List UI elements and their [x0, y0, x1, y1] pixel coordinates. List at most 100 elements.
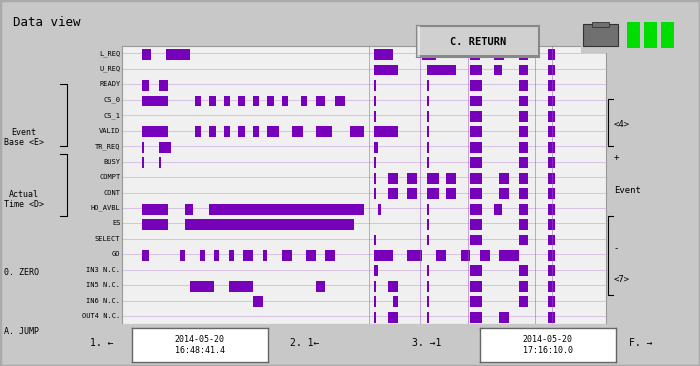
- Bar: [374, 96, 376, 107]
- Bar: [199, 250, 204, 261]
- Text: IN6 N.C.: IN6 N.C.: [86, 298, 120, 304]
- Bar: [267, 96, 274, 107]
- Bar: [349, 126, 364, 137]
- Bar: [427, 142, 429, 153]
- Bar: [142, 126, 169, 137]
- Bar: [662, 22, 674, 48]
- Bar: [239, 126, 245, 137]
- Text: COMPT: COMPT: [99, 174, 120, 180]
- Bar: [470, 296, 482, 307]
- Bar: [547, 204, 555, 214]
- Bar: [519, 96, 528, 107]
- Bar: [547, 265, 555, 276]
- Bar: [547, 65, 555, 75]
- Text: Actual
Time <D>: Actual Time <D>: [4, 190, 43, 209]
- Bar: [470, 96, 482, 107]
- Bar: [209, 204, 364, 214]
- Bar: [407, 173, 417, 184]
- Bar: [519, 65, 528, 75]
- Bar: [142, 142, 144, 153]
- Bar: [427, 157, 429, 168]
- Bar: [374, 296, 376, 307]
- Bar: [427, 312, 429, 323]
- Bar: [547, 111, 555, 122]
- Bar: [190, 281, 214, 292]
- Text: CS_0: CS_0: [104, 97, 120, 103]
- Text: L_REQ: L_REQ: [99, 50, 120, 57]
- Bar: [209, 126, 216, 137]
- Bar: [519, 49, 528, 60]
- Bar: [427, 126, 429, 137]
- Bar: [374, 126, 398, 137]
- Bar: [335, 96, 344, 107]
- Bar: [326, 250, 335, 261]
- Bar: [427, 65, 456, 75]
- Bar: [374, 235, 376, 246]
- Text: OUT4 N.C.: OUT4 N.C.: [82, 313, 120, 319]
- Bar: [142, 204, 169, 214]
- Bar: [159, 142, 171, 153]
- Bar: [480, 250, 489, 261]
- Bar: [262, 250, 267, 261]
- Bar: [519, 204, 528, 214]
- Bar: [547, 173, 555, 184]
- Bar: [393, 296, 398, 307]
- Bar: [181, 250, 186, 261]
- Bar: [374, 265, 376, 276]
- Text: READY: READY: [99, 81, 120, 87]
- Bar: [407, 188, 417, 199]
- Text: 0. ZERO: 0. ZERO: [4, 268, 38, 277]
- Bar: [470, 142, 482, 153]
- Bar: [229, 250, 234, 261]
- Bar: [547, 235, 555, 246]
- Bar: [142, 49, 151, 60]
- Text: +: +: [614, 153, 620, 162]
- Text: <7>: <7>: [614, 276, 630, 284]
- Bar: [470, 312, 482, 323]
- Text: Event
Base <E>: Event Base <E>: [4, 127, 43, 147]
- Bar: [499, 250, 519, 261]
- Bar: [239, 96, 245, 107]
- Bar: [547, 96, 555, 107]
- Bar: [519, 111, 528, 122]
- Bar: [388, 188, 398, 199]
- Bar: [282, 96, 288, 107]
- Bar: [374, 173, 376, 184]
- Bar: [214, 250, 219, 261]
- Text: HO_AVBL: HO_AVBL: [90, 205, 120, 211]
- Text: A. JUMP: A. JUMP: [4, 327, 38, 336]
- Bar: [519, 265, 528, 276]
- Bar: [195, 126, 201, 137]
- Bar: [427, 80, 429, 91]
- Bar: [142, 80, 149, 91]
- Bar: [547, 80, 555, 91]
- Bar: [388, 281, 398, 292]
- Bar: [427, 188, 439, 199]
- Bar: [374, 111, 376, 122]
- Bar: [427, 296, 429, 307]
- Bar: [592, 22, 609, 27]
- Bar: [374, 281, 376, 292]
- Text: IN5 N.C.: IN5 N.C.: [86, 282, 120, 288]
- Bar: [195, 96, 201, 107]
- Bar: [209, 96, 216, 107]
- Bar: [291, 126, 302, 137]
- Bar: [407, 250, 422, 261]
- Bar: [437, 250, 446, 261]
- Text: 3. →1: 3. →1: [412, 338, 442, 348]
- Text: 2. 1←: 2. 1←: [290, 338, 319, 348]
- Bar: [224, 126, 230, 137]
- Bar: [374, 188, 376, 199]
- Bar: [446, 173, 456, 184]
- Bar: [374, 157, 376, 168]
- Bar: [416, 26, 420, 57]
- Bar: [374, 250, 393, 261]
- Bar: [470, 204, 482, 214]
- Bar: [427, 204, 429, 214]
- Bar: [519, 296, 528, 307]
- Bar: [374, 312, 376, 323]
- Bar: [388, 312, 398, 323]
- Bar: [388, 173, 398, 184]
- Bar: [461, 250, 470, 261]
- Bar: [316, 126, 332, 137]
